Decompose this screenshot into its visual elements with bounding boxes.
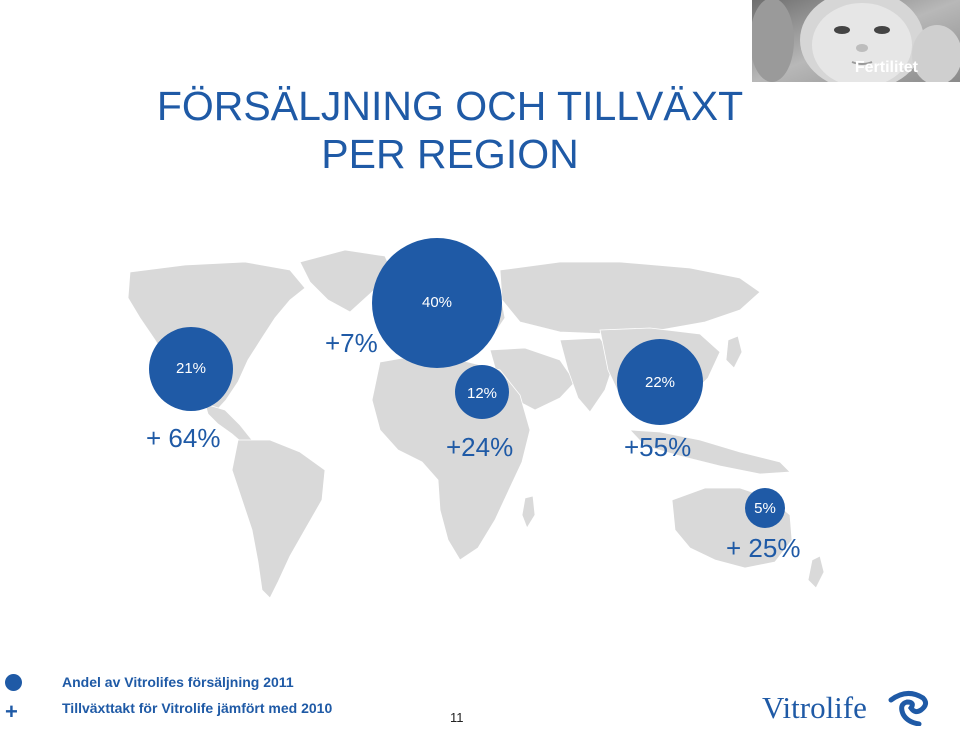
- greenland-shape: [299, 249, 393, 313]
- bubble-north-america: [149, 327, 233, 411]
- title-line-1: FÖRSÄLJNING OCH TILLVÄXT: [156, 83, 744, 129]
- legend-growth-label: Tillväxttakt för Vitrolife jämfört med 2…: [62, 700, 333, 716]
- share-middle-east-africa: 12%: [466, 385, 498, 402]
- legend-share-dot-icon: [5, 674, 22, 691]
- vitrolife-logo: Vitrolife: [760, 688, 930, 728]
- share-north-america: 21%: [175, 360, 207, 377]
- page-title: FÖRSÄLJNING OCH TILLVÄXT PER REGION: [80, 82, 820, 178]
- growth-oceania: + 25%: [726, 533, 801, 563]
- share-oceania: 5%: [754, 500, 776, 517]
- madagascar-shape: [521, 495, 536, 529]
- southeast-asia-shape: [629, 429, 791, 475]
- bubble-oceania: [745, 488, 785, 528]
- title-line-2: PER REGION: [321, 131, 579, 177]
- north-asia-shape: [499, 261, 761, 335]
- baby-photo-icon: [752, 0, 960, 82]
- growth-middle-east-africa: +24%: [446, 432, 514, 462]
- vitrolife-swirl-icon: [888, 691, 929, 726]
- bubble-europe: [372, 238, 502, 368]
- share-europe: 40%: [421, 294, 453, 311]
- header-photo: Fertilitet: [752, 0, 960, 82]
- bubble-middle-east-africa: [455, 365, 509, 419]
- growth-europe: +7%: [325, 328, 378, 358]
- legend-growth-symbol: +: [5, 699, 18, 724]
- page-number: 11: [450, 710, 464, 725]
- legend-share-label: Andel av Vitrolifes försäljning 2011: [62, 674, 294, 690]
- bubble-asia: [617, 339, 703, 425]
- growth-asia: +55%: [624, 432, 692, 462]
- legend: Andel av Vitrolifes försäljning 2011 + T…: [0, 665, 700, 733]
- growth-north-america: + 64%: [146, 423, 221, 453]
- new-zealand-shape: [807, 555, 825, 589]
- fertilitet-label: Fertilitet: [854, 59, 918, 76]
- share-asia: 22%: [644, 374, 676, 391]
- japan-shape: [725, 335, 743, 369]
- logo-text: Vitrolife: [762, 690, 867, 725]
- south-america-shape: [231, 439, 326, 599]
